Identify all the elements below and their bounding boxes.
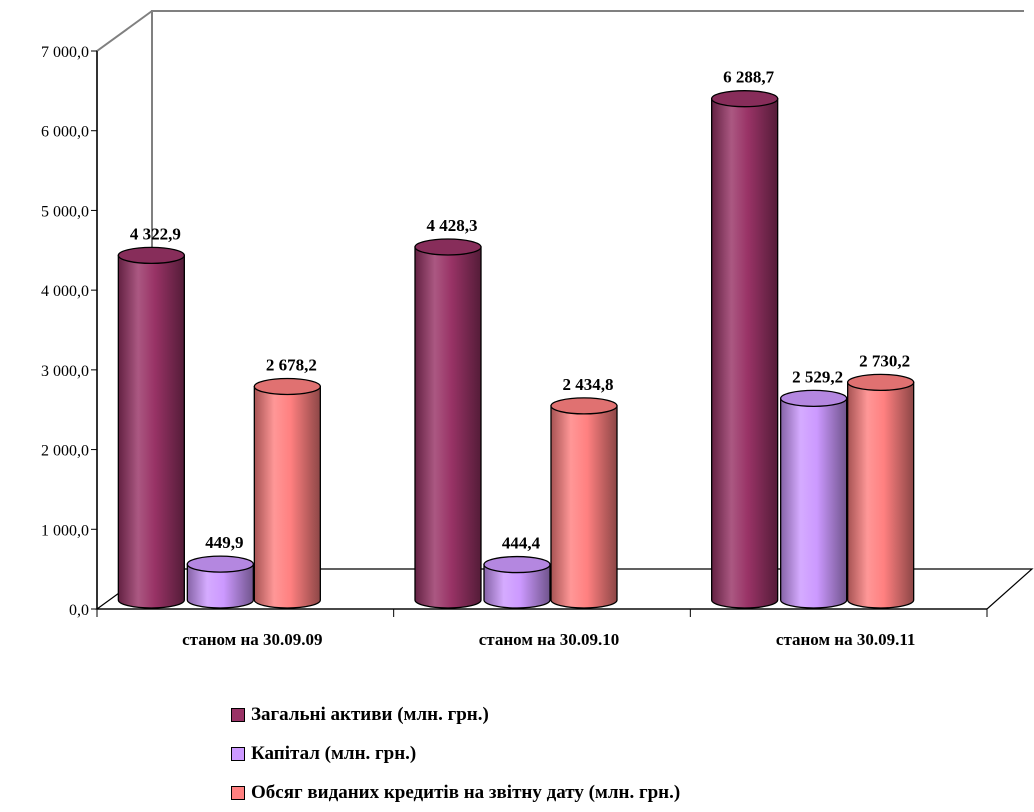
bar-top: [483, 555, 551, 574]
x-category-label: станом на 30.09.10: [479, 630, 619, 649]
legend-label-total-assets: Загальні активи (млн. грн.): [251, 703, 489, 725]
y-tick-label: 3 000,0: [41, 363, 89, 380]
data-label: 2 678,2: [266, 356, 317, 375]
bar: [483, 563, 551, 609]
legend-label-capital: Капітал (млн. грн.): [251, 742, 417, 764]
legend-label-loans: Обсяг виданих кредитів на звітну дату (м…: [251, 781, 681, 803]
data-label: 6 288,7: [723, 68, 775, 87]
bar: [186, 563, 254, 609]
legend-swatch-total-assets: [231, 707, 245, 722]
y-tick-label: 1 000,0: [41, 522, 89, 539]
bar-top: [711, 90, 779, 108]
data-label: 2 730,2: [859, 351, 910, 370]
y-tick-label: 2 000,0: [41, 443, 89, 460]
bar: [711, 98, 779, 609]
bar-top: [186, 555, 254, 573]
legend-item-total-assets: Загальні активи (млн. грн.): [231, 695, 680, 734]
bar: [253, 385, 321, 609]
bar-top: [414, 238, 482, 256]
legend-swatch-loans: [231, 785, 245, 800]
y-tick-label: 0,0: [69, 602, 89, 619]
x-category-label: станом на 30.09.11: [776, 630, 916, 649]
data-label: 444,4: [502, 534, 541, 553]
chart-canvas: 0,0 1 000,0 2 000,0 3 000,0 4 000,0 5 000,0 6 …: [41, 10, 1034, 649]
bar-top: [847, 373, 915, 392]
bar: [847, 381, 915, 609]
bar: [414, 246, 482, 609]
bar-top: [117, 246, 185, 265]
legend-item-capital: Капітал (млн. грн.): [231, 734, 680, 773]
data-label: 2 434,8: [563, 375, 614, 394]
x-category-label: станом на 30.09.09: [182, 630, 322, 649]
legend: Загальні активи (млн. грн.) Капітал (млн…: [231, 695, 680, 812]
data-label: 2 529,2: [792, 367, 843, 386]
legend-item-loans: Обсяг виданих кредитів на звітну дату (м…: [231, 773, 680, 812]
legend-swatch-capital: [231, 746, 245, 761]
data-label: 449,9: [205, 533, 243, 552]
y-tick-label: 4 000,0: [41, 283, 89, 300]
bar: [780, 397, 848, 609]
bar-top: [780, 389, 848, 408]
bar: [550, 405, 618, 609]
y-tick-label: 5 000,0: [41, 203, 89, 220]
data-label: 4 322,9: [130, 224, 181, 243]
y-tick-label: 6 000,0: [41, 124, 89, 141]
y-tick-label: 7 000,0: [41, 44, 89, 61]
data-label: 4 428,3: [427, 216, 478, 235]
bar-top: [253, 377, 321, 396]
bar-top: [550, 397, 618, 415]
bar: [117, 254, 185, 609]
